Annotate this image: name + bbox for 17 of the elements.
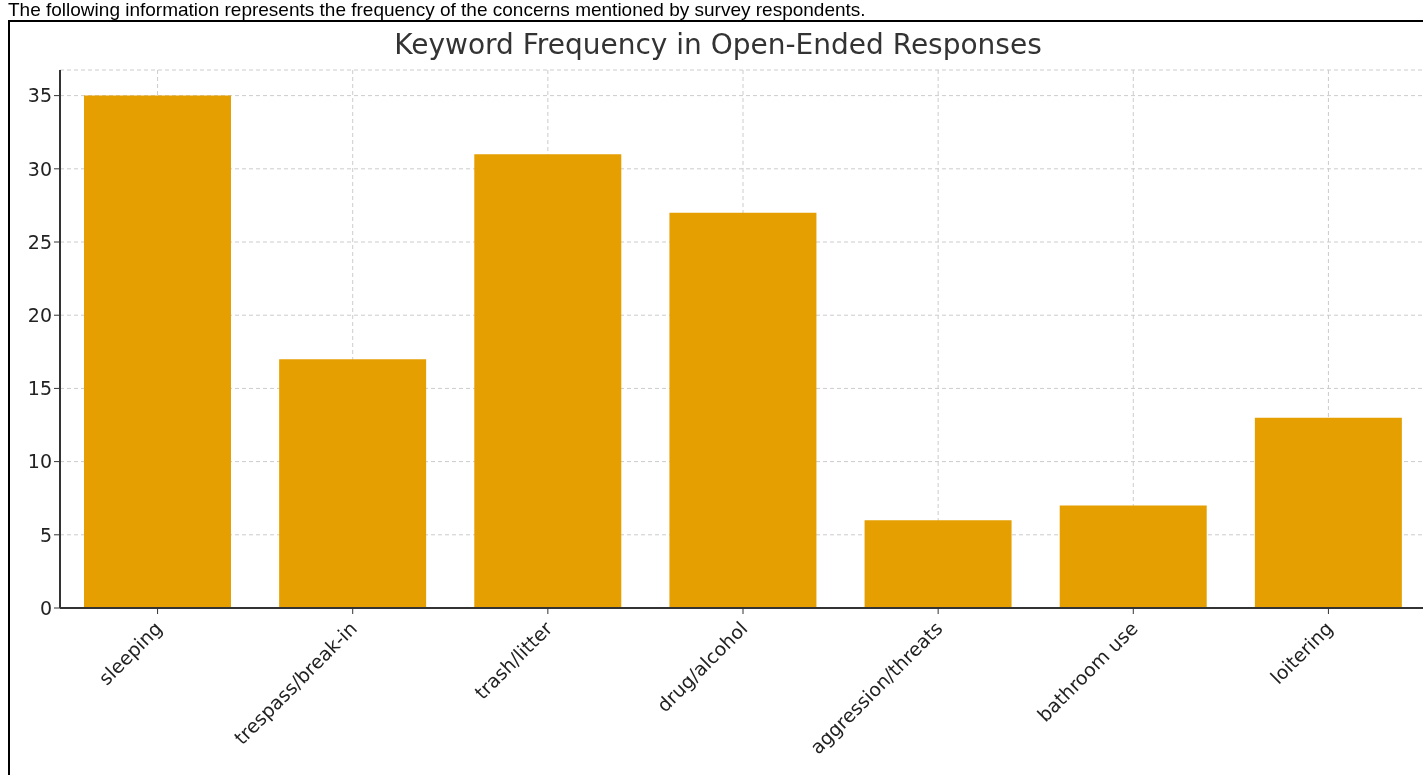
y-tick-label: 10	[27, 450, 52, 473]
text: The following information represents the frequency of the concerns mentioned by survey respondents.	[8, 0, 867, 20]
bar	[279, 359, 427, 608]
bar	[84, 95, 231, 608]
bar	[1254, 417, 1402, 608]
y-tick-label: 5	[39, 523, 52, 546]
y-tick-label: 15	[27, 377, 52, 400]
y-tick-label: 30	[27, 157, 52, 180]
bar	[1059, 505, 1207, 608]
y-tick-label: 35	[27, 84, 52, 107]
y-tick-label: 25	[27, 230, 52, 253]
chart-title: Keyword Frequency in Open-Ended Responses	[393, 28, 1043, 62]
bar	[474, 154, 622, 608]
y-tick-label: 20	[27, 303, 52, 326]
y-tick-label: 0	[39, 596, 52, 619]
bar	[669, 212, 817, 608]
bar	[864, 520, 1012, 608]
